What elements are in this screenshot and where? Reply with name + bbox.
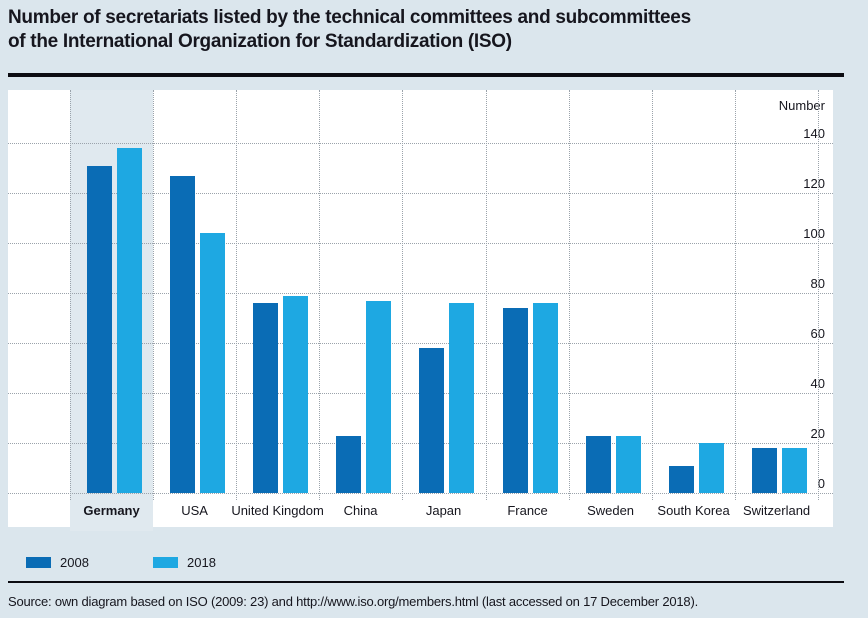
y-tick-label-80: 80 — [810, 276, 825, 291]
y-tick-label-100: 100 — [803, 226, 825, 241]
gridline-x-0 — [70, 90, 71, 500]
gridline-x-9 — [818, 90, 819, 500]
category-label-france: France — [507, 503, 548, 518]
bar-china-2018 — [366, 301, 391, 493]
gridline-y-0 — [8, 493, 833, 494]
bar-united-kingdom-2018 — [283, 296, 308, 493]
gridline-y-100 — [8, 243, 833, 244]
gridline-x-4 — [402, 90, 403, 500]
bar-sweden-2008 — [586, 436, 611, 493]
y-tick-label-60: 60 — [810, 326, 825, 341]
chart-area: Number 140 120 100 80 60 40 20 0 Germany USA Unit… — [8, 90, 833, 531]
bar-switzerland-2018 — [782, 448, 807, 493]
y-tick-label-40: 40 — [810, 376, 825, 391]
gridline-x-8 — [735, 90, 736, 500]
legend-item-2018: 2018 — [153, 555, 216, 570]
chart-title-line2: of the International Organization for St… — [8, 31, 512, 52]
category-label-united-kingdom: United Kingdom — [231, 503, 324, 518]
bar-united-kingdom-2008 — [253, 303, 278, 493]
bar-sweden-2018 — [616, 436, 641, 493]
bar-usa-2018 — [200, 233, 225, 493]
bar-switzerland-2008 — [752, 448, 777, 493]
bar-usa-2008 — [170, 176, 195, 493]
category-label-sweden: Sweden — [587, 503, 635, 518]
gridline-x-2 — [236, 90, 237, 500]
top-divider-rule — [8, 73, 844, 77]
source-note: Source: own diagram based on ISO (2009: … — [8, 594, 698, 609]
legend-swatch-2018 — [153, 557, 178, 568]
gridline-y-120 — [8, 193, 833, 194]
y-tick-label-0: 0 — [817, 476, 825, 491]
bar-france-2008 — [503, 308, 528, 493]
plot-area: Germany USA United Kingdom China Japan France… — [70, 90, 833, 527]
bar-china-2008 — [336, 436, 361, 493]
category-label-germany: Germany — [83, 503, 140, 518]
bar-france-2018 — [533, 303, 558, 493]
bar-japan-2018 — [449, 303, 474, 493]
bar-germany-2018 — [117, 148, 142, 493]
y-tick-label-20: 20 — [810, 426, 825, 441]
category-label-usa: USA — [181, 503, 208, 518]
y-tick-label-140: 140 — [803, 126, 825, 141]
bar-south-korea-2018 — [699, 443, 724, 493]
legend-label-2018: 2018 — [187, 555, 216, 570]
category-label-china: China — [343, 503, 378, 518]
gridline-x-3 — [319, 90, 320, 500]
category-label-japan: Japan — [425, 503, 462, 518]
gridline-x-7 — [652, 90, 653, 500]
legend-swatch-2008 — [26, 557, 51, 568]
bar-germany-2008 — [87, 166, 112, 493]
category-label-switzerland: Switzerland — [742, 503, 811, 518]
bar-south-korea-2008 — [669, 466, 694, 493]
legend-label-2008: 2008 — [60, 555, 89, 570]
legend-item-2008: 2008 — [26, 555, 89, 570]
gridline-x-1 — [153, 90, 154, 500]
bar-japan-2008 — [419, 348, 444, 493]
gridline-y-60 — [8, 343, 833, 344]
gridline-y-140 — [8, 143, 833, 144]
bottom-divider-rule — [8, 581, 844, 583]
gridline-y-80 — [8, 293, 833, 294]
y-axis-unit-label: Number — [778, 98, 825, 113]
gridline-x-6 — [569, 90, 570, 500]
y-tick-label-120: 120 — [803, 176, 825, 191]
category-label-south-korea: South Korea — [657, 503, 730, 518]
gridline-x-5 — [486, 90, 487, 500]
chart-title: Number of secretariats listed by the tec… — [8, 6, 844, 54]
chart-title-line1: Number of secretariats listed by the tec… — [8, 7, 691, 28]
